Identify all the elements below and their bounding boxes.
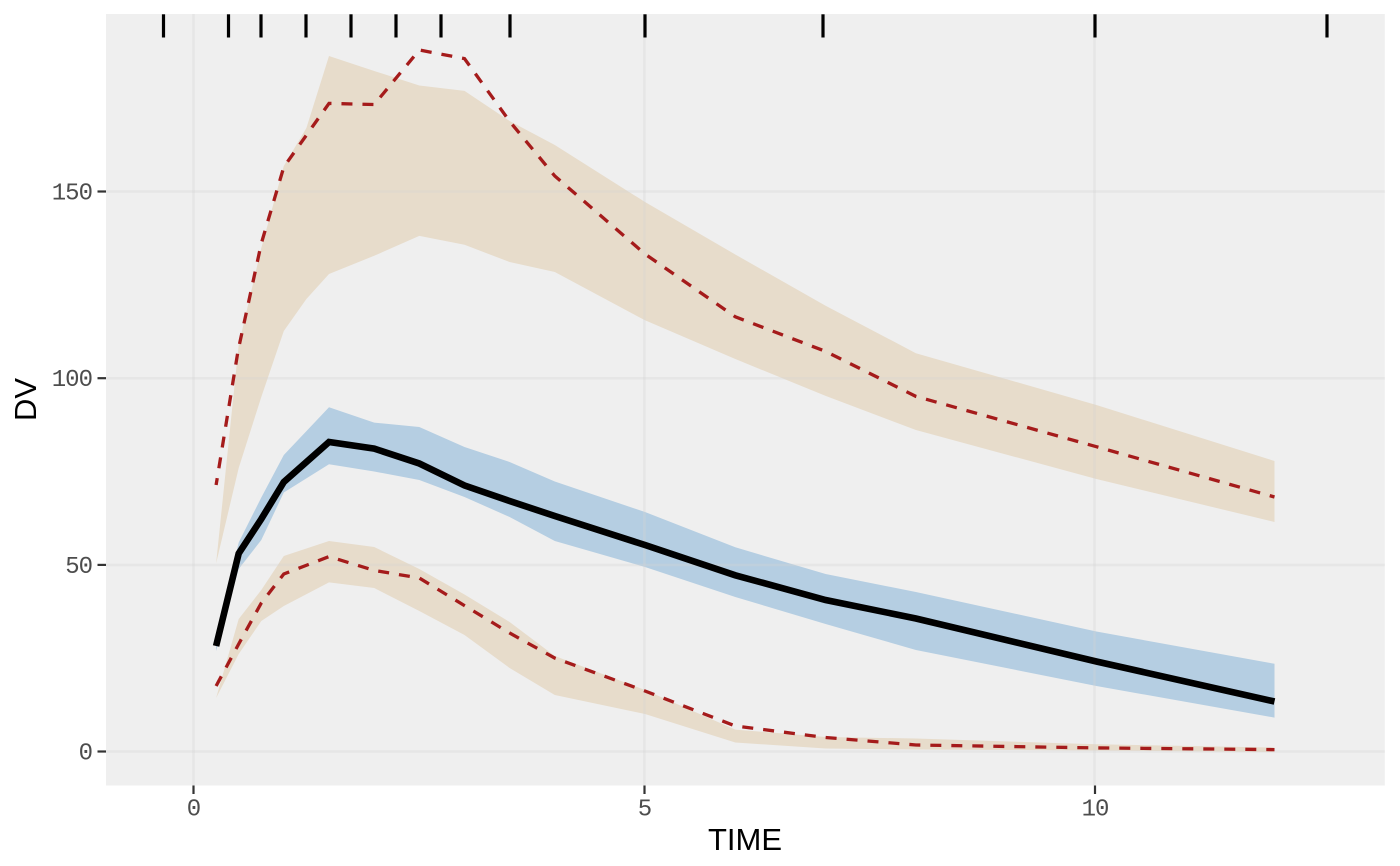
- svg-text:5: 5: [638, 797, 651, 824]
- svg-text:TIME: TIME: [708, 822, 782, 857]
- svg-text:10: 10: [1082, 797, 1109, 824]
- svg-text:0: 0: [187, 797, 200, 824]
- svg-text:50: 50: [65, 554, 92, 581]
- svg-text:0: 0: [79, 741, 92, 768]
- svg-text:150: 150: [52, 181, 92, 208]
- svg-text:100: 100: [52, 367, 92, 394]
- svg-text:DV: DV: [8, 378, 43, 421]
